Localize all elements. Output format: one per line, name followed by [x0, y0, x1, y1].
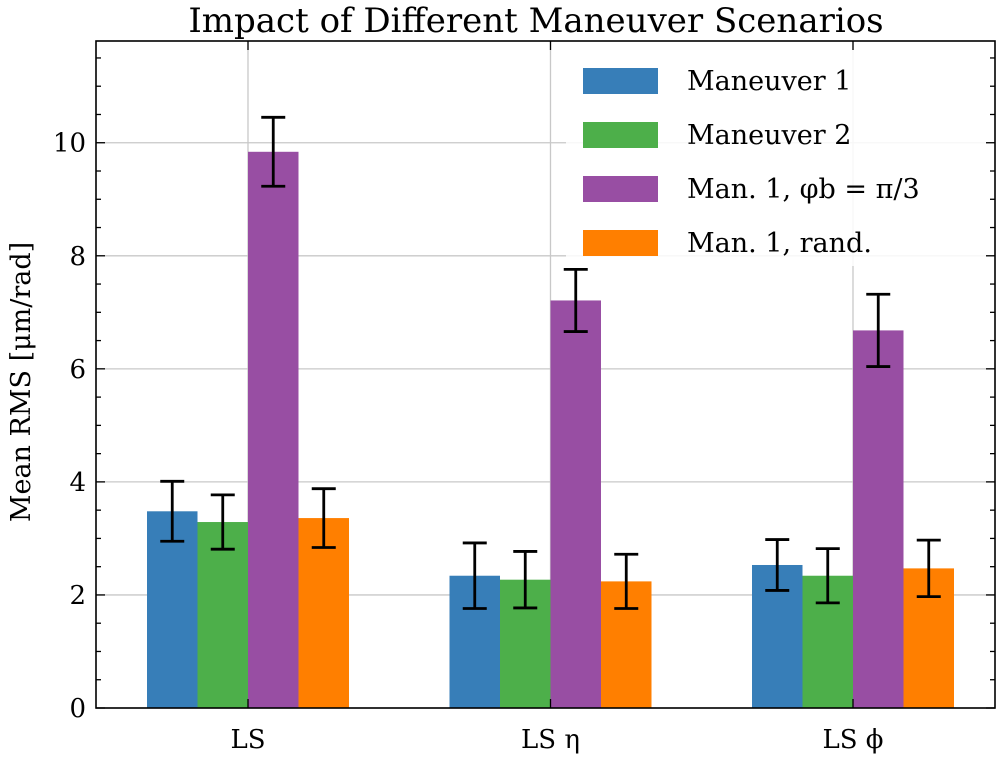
bar — [853, 330, 904, 708]
error-bars — [160, 115, 941, 610]
x-tick-label: LS ϕ — [822, 725, 883, 755]
legend-swatch — [583, 122, 658, 148]
bar — [147, 511, 198, 708]
y-tick-label: 10 — [53, 129, 86, 159]
legend-label: Man. 1, φb = π/3 — [687, 174, 920, 205]
legend-swatch — [583, 176, 658, 202]
plot-frame — [95, 40, 996, 709]
x-tick-labels: LS LS η LS ϕ — [230, 725, 883, 755]
bars — [147, 151, 954, 709]
bar — [550, 300, 601, 708]
y-tick-label: 4 — [69, 468, 86, 498]
x-tick-label: LS η — [521, 725, 580, 755]
y-tick-label: 8 — [69, 242, 86, 272]
legend-label: Maneuver 2 — [687, 120, 851, 151]
legend-swatch — [583, 68, 658, 94]
bar — [197, 522, 248, 708]
x-tick-label: LS — [230, 725, 265, 755]
y-tick-label: 0 — [69, 694, 86, 724]
legend-label: Maneuver 1 — [687, 66, 851, 97]
legend: Maneuver 1 Maneuver 2 Man. 1, φb = π/3 Man.… — [566, 50, 986, 266]
y-axis-label: Mean RMS [μm/rad] — [6, 242, 37, 522]
bar — [298, 518, 349, 708]
bar — [248, 151, 299, 709]
legend-label: Man. 1, rand. — [687, 228, 872, 259]
axis-ticks: 0 2 4 6 8 10 — [53, 41, 995, 724]
legend-swatch — [583, 230, 658, 256]
chart-title: Impact of Different Maneuver Scenarios — [188, 1, 883, 41]
y-tick-label: 2 — [69, 581, 86, 611]
y-tick-label: 6 — [69, 355, 86, 385]
